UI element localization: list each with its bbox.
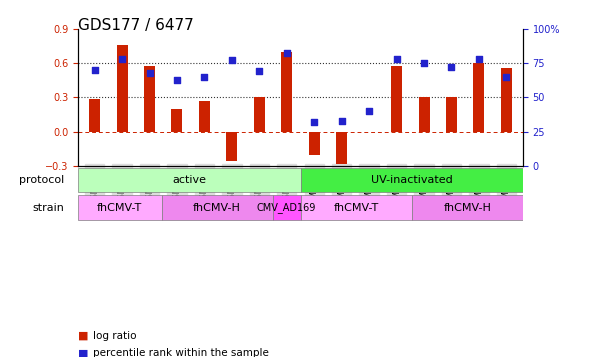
Bar [199,101,210,132]
Text: ■: ■ [78,348,88,357]
Bar [501,67,512,132]
Bar [474,63,484,132]
Text: active: active [172,175,206,185]
Bar [171,109,183,132]
FancyBboxPatch shape [78,168,300,192]
Text: percentile rank within the sample: percentile rank within the sample [93,348,269,357]
Point [90,67,99,73]
Bar [418,97,430,132]
Point [254,69,264,74]
Text: fhCMV-T: fhCMV-T [97,202,142,212]
Point [145,70,154,75]
FancyBboxPatch shape [300,168,523,192]
Point [227,57,237,63]
Text: strain: strain [32,202,64,212]
Bar [254,97,265,132]
FancyBboxPatch shape [300,195,412,220]
Text: protocol: protocol [19,175,64,185]
Text: GDS177 / 6477: GDS177 / 6477 [78,18,194,33]
Bar [309,132,320,155]
Bar [281,51,292,132]
Point [337,118,347,124]
Bar [117,45,127,132]
Bar [144,66,155,132]
Text: UV-inactivated: UV-inactivated [371,175,453,185]
Text: ■: ■ [78,331,88,341]
Bar [227,132,237,161]
Text: fhCMV-T: fhCMV-T [334,202,379,212]
FancyBboxPatch shape [412,195,523,220]
Text: fhCMV-H: fhCMV-H [444,202,491,212]
Text: CMV_AD169: CMV_AD169 [257,202,316,213]
FancyBboxPatch shape [78,195,162,220]
FancyBboxPatch shape [273,195,300,220]
Point [200,74,209,80]
Point [392,56,401,62]
Point [364,108,374,114]
Point [117,56,127,62]
Point [447,64,456,70]
Bar [336,132,347,164]
Point [502,74,511,80]
Text: log ratio: log ratio [93,331,136,341]
Bar [446,97,457,132]
Point [172,77,182,82]
Point [419,60,429,66]
Point [310,119,319,125]
Text: fhCMV-H: fhCMV-H [193,202,241,212]
Bar [391,66,402,132]
Point [282,50,291,56]
Bar [89,99,100,132]
FancyBboxPatch shape [162,195,273,220]
Point [474,56,484,62]
